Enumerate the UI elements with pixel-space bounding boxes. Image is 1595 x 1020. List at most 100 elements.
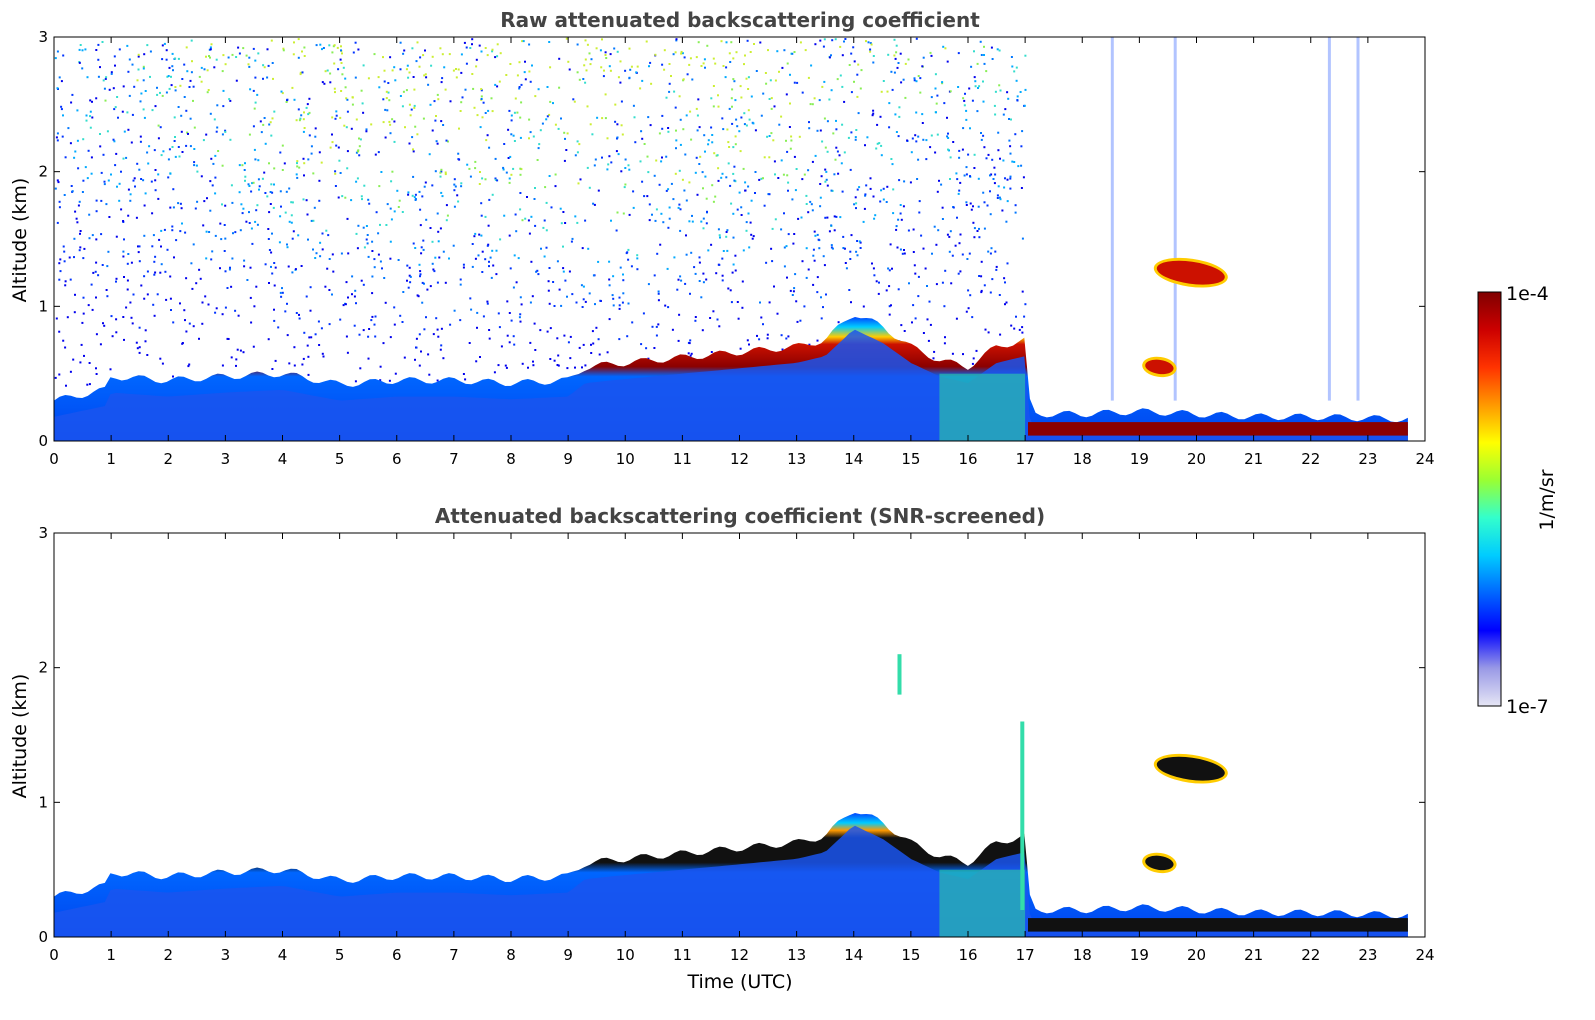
noise-speck: [331, 51, 334, 54]
noise-speck: [979, 40, 982, 43]
noise-speck: [262, 77, 264, 80]
noise-speck: [480, 234, 483, 237]
x-tick-label: 24: [1415, 450, 1434, 468]
noise-speck: [582, 285, 585, 288]
noise-speck: [224, 237, 227, 240]
noise-speck: [328, 323, 331, 326]
noise-speck: [414, 193, 417, 196]
noise-speck: [611, 294, 614, 297]
noise-speck: [210, 157, 213, 160]
noise-speck: [776, 50, 779, 53]
noise-speck: [111, 335, 114, 338]
noise-speck: [614, 103, 617, 106]
noise-speck: [506, 334, 509, 337]
noise-speck: [532, 360, 534, 363]
noise-speck: [487, 224, 490, 227]
noise-speck: [983, 45, 985, 48]
noise-speck: [986, 204, 989, 207]
noise-speck: [103, 324, 106, 327]
noise-speck: [407, 193, 410, 196]
noise-speck: [353, 295, 356, 298]
noise-speck: [932, 357, 935, 360]
noise-speck: [57, 181, 60, 184]
noise-speck: [987, 331, 990, 334]
noise-speck: [734, 254, 737, 257]
noise-speck: [796, 81, 799, 84]
noise-speck: [984, 328, 987, 331]
noise-speck: [219, 222, 222, 225]
noise-speck: [390, 218, 393, 221]
noise-speck: [432, 333, 435, 336]
noise-speck: [190, 71, 193, 74]
noise-speck: [106, 295, 109, 298]
noise-speck: [1007, 97, 1010, 100]
x-tick-label: 5: [335, 450, 345, 468]
noise-speck: [404, 126, 406, 129]
noise-speck: [291, 86, 294, 89]
noise-speck: [718, 325, 721, 328]
noise-speck: [747, 185, 750, 188]
noise-speck: [283, 162, 286, 165]
noise-speck: [958, 149, 961, 152]
noise-speck: [873, 217, 876, 220]
noise-speck: [947, 137, 950, 139]
noise-speck: [113, 140, 116, 143]
noise-speck: [968, 87, 971, 90]
noise-speck: [181, 342, 184, 344]
noise-speck: [515, 281, 518, 284]
noise-speck: [95, 367, 97, 370]
noise-speck: [928, 300, 931, 303]
noise-speck: [830, 54, 832, 57]
noise-speck: [142, 108, 145, 111]
noise-speck: [760, 316, 763, 319]
noise-speck: [253, 305, 256, 308]
noise-speck: [995, 265, 998, 268]
noise-speck: [513, 343, 516, 346]
noise-speck: [645, 40, 648, 43]
noise-speck: [363, 184, 366, 187]
noise-speck: [129, 193, 132, 196]
noise-speck: [621, 301, 624, 304]
noise-speck: [136, 162, 139, 165]
noise-speck: [645, 347, 648, 350]
x-tick-label: 6: [392, 946, 402, 964]
noise-speck: [188, 363, 191, 366]
noise-speck: [482, 315, 485, 318]
x-tick-label: 11: [673, 450, 692, 468]
noise-speck: [566, 132, 569, 135]
noise-speck: [789, 102, 791, 105]
noise-speck: [179, 230, 182, 233]
noise-speck: [373, 266, 376, 269]
y-tick-label: 1: [38, 793, 48, 811]
noise-speck: [835, 215, 838, 218]
noise-speck: [717, 105, 720, 108]
noise-speck: [205, 230, 208, 233]
noise-speck: [711, 134, 714, 136]
noise-speck: [947, 148, 949, 151]
noise-speck: [587, 247, 590, 250]
noise-speck: [174, 155, 177, 158]
noise-speck: [717, 179, 720, 182]
noise-speck: [425, 76, 428, 79]
noise-speck: [816, 276, 819, 279]
noise-speck: [58, 330, 61, 333]
noise-speck: [172, 69, 174, 72]
noise-speck: [322, 355, 325, 358]
noise-speck: [888, 269, 891, 272]
noise-speck: [252, 345, 255, 348]
noise-speck: [667, 188, 670, 191]
y-tick-label: 3: [38, 28, 48, 46]
noise-speck: [138, 260, 141, 263]
noise-speck: [965, 310, 968, 313]
noise-speck: [129, 199, 132, 202]
noise-speck: [549, 66, 552, 69]
noise-speck: [433, 270, 436, 273]
noise-speck: [215, 58, 218, 61]
noise-speck: [153, 149, 156, 152]
noise-speck: [594, 303, 596, 306]
noise-speck: [69, 370, 72, 373]
noise-speck: [512, 134, 515, 137]
noise-speck: [433, 100, 436, 103]
noise-speck: [710, 351, 713, 353]
noise-speck: [387, 91, 390, 94]
